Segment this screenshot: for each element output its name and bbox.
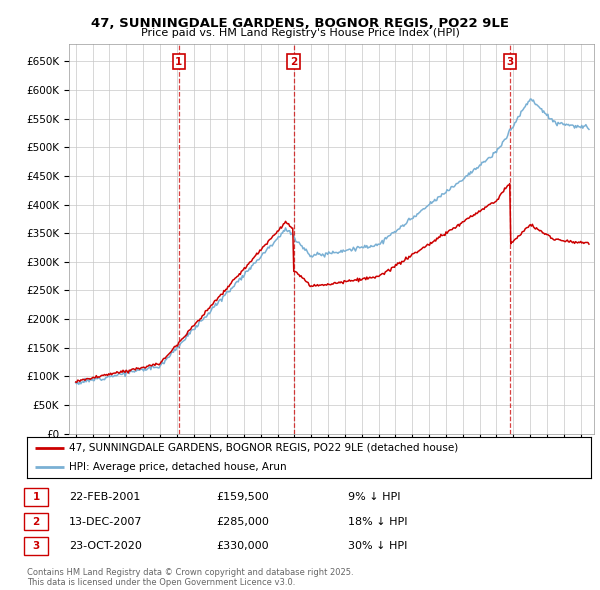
Text: 30% ↓ HPI: 30% ↓ HPI	[348, 542, 407, 551]
Text: 1: 1	[32, 492, 40, 502]
Text: £159,500: £159,500	[216, 492, 269, 502]
Text: 2: 2	[32, 517, 40, 526]
Text: Price paid vs. HM Land Registry's House Price Index (HPI): Price paid vs. HM Land Registry's House …	[140, 28, 460, 38]
Text: £330,000: £330,000	[216, 542, 269, 551]
Text: Contains HM Land Registry data © Crown copyright and database right 2025.
This d: Contains HM Land Registry data © Crown c…	[27, 568, 353, 587]
Text: 3: 3	[32, 542, 40, 551]
Text: 13-DEC-2007: 13-DEC-2007	[69, 517, 143, 526]
Text: HPI: Average price, detached house, Arun: HPI: Average price, detached house, Arun	[70, 462, 287, 472]
Text: 22-FEB-2001: 22-FEB-2001	[69, 492, 140, 502]
Text: 23-OCT-2020: 23-OCT-2020	[69, 542, 142, 551]
Text: 9% ↓ HPI: 9% ↓ HPI	[348, 492, 401, 502]
Text: 18% ↓ HPI: 18% ↓ HPI	[348, 517, 407, 526]
Text: 1: 1	[175, 57, 182, 67]
Text: 3: 3	[506, 57, 514, 67]
Text: 47, SUNNINGDALE GARDENS, BOGNOR REGIS, PO22 9LE: 47, SUNNINGDALE GARDENS, BOGNOR REGIS, P…	[91, 17, 509, 30]
Text: 47, SUNNINGDALE GARDENS, BOGNOR REGIS, PO22 9LE (detached house): 47, SUNNINGDALE GARDENS, BOGNOR REGIS, P…	[70, 442, 458, 453]
Text: 2: 2	[290, 57, 297, 67]
Text: £285,000: £285,000	[216, 517, 269, 526]
